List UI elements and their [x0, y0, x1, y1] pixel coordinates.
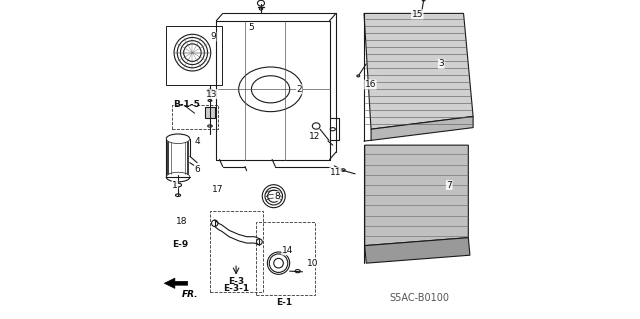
Text: 1: 1	[172, 181, 178, 189]
Polygon shape	[364, 13, 473, 129]
Text: B-1-5: B-1-5	[173, 100, 200, 109]
Text: 9: 9	[211, 32, 216, 41]
Polygon shape	[164, 278, 188, 288]
Text: E-1: E-1	[276, 298, 292, 307]
Text: E-3-1: E-3-1	[223, 284, 249, 293]
Text: 10: 10	[307, 259, 319, 268]
Text: E-9: E-9	[173, 241, 189, 249]
Text: FR.: FR.	[182, 290, 198, 299]
Text: 8: 8	[274, 192, 280, 201]
Bar	[166, 26, 222, 85]
Text: 6: 6	[195, 165, 200, 174]
Text: 12: 12	[308, 132, 320, 141]
Text: 14: 14	[282, 246, 293, 255]
Text: E-3: E-3	[228, 277, 244, 286]
Polygon shape	[371, 116, 473, 140]
Bar	[205, 107, 216, 118]
Text: 13: 13	[207, 90, 218, 99]
Text: 7: 7	[446, 181, 452, 189]
Bar	[210, 211, 262, 292]
Text: 4: 4	[195, 137, 200, 146]
Polygon shape	[365, 238, 470, 263]
Polygon shape	[365, 145, 468, 246]
Text: 17: 17	[212, 185, 223, 194]
Bar	[255, 222, 315, 295]
Text: S5AC-B0100: S5AC-B0100	[390, 293, 449, 303]
Text: 3: 3	[438, 59, 444, 68]
Text: 18: 18	[177, 217, 188, 226]
Text: 11: 11	[330, 168, 341, 177]
Text: 15: 15	[412, 10, 423, 19]
Bar	[172, 105, 218, 129]
Text: 2: 2	[296, 85, 302, 94]
Text: 5: 5	[248, 23, 254, 32]
Text: 16: 16	[365, 80, 376, 89]
